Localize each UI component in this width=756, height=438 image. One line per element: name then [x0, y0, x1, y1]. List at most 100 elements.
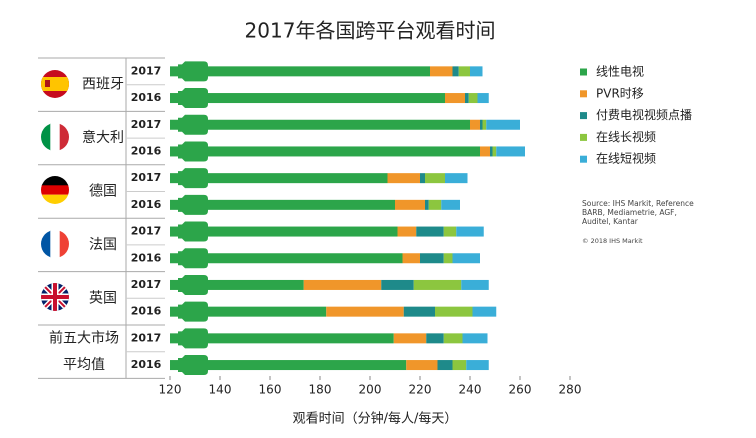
bar-segment: [443, 333, 463, 344]
bar-segment: [468, 93, 478, 104]
legend-swatch: [580, 133, 587, 141]
group-label: 德国: [89, 184, 117, 200]
legend-label: 线性电视: [596, 64, 644, 79]
bar-segment: [413, 279, 462, 290]
bar-segment: [462, 333, 488, 344]
x-axis-label: 观看时间（分钟/每人/每天）: [293, 411, 458, 427]
bar-segment: [170, 333, 394, 344]
x-tick-label: 220: [409, 383, 432, 397]
x-tick-label: 200: [359, 383, 382, 397]
bar-segment: [470, 119, 480, 130]
bar-segment: [435, 306, 473, 317]
group-label: 英国: [89, 289, 117, 306]
bar-segment: [480, 146, 490, 157]
bar-segment: [170, 279, 304, 290]
plug-decoration: [170, 88, 208, 109]
year-label: 2017: [131, 118, 162, 131]
bar-segment: [170, 360, 407, 371]
bar-segment: [490, 146, 493, 157]
legend-label: 在线短视频: [596, 151, 656, 166]
chart-title: 2017年各国跨平台观看时间: [245, 19, 496, 43]
x-tick-label: 140: [209, 383, 232, 397]
bar-segment: [420, 173, 425, 184]
bar-segment: [170, 119, 470, 130]
bar-segment: [458, 66, 470, 77]
plug-decoration: [170, 194, 208, 215]
plug-decoration: [170, 328, 208, 349]
group-label: 意大利: [82, 129, 124, 146]
bar-segment: [452, 66, 459, 77]
bar-segment: [393, 333, 427, 344]
year-label: 2016: [131, 305, 162, 318]
source-note: Auditel, Kantar: [582, 217, 639, 226]
bar-segment: [465, 93, 469, 104]
legend-swatch: [580, 112, 587, 120]
bar-segment: [425, 199, 429, 210]
x-tick-label: 160: [259, 383, 282, 397]
year-label: 2016: [131, 358, 162, 371]
bar-segment: [170, 66, 430, 77]
bar-segment: [496, 146, 525, 157]
bar-segment: [443, 226, 457, 237]
plug-decoration: [170, 61, 208, 82]
legend-swatch: [580, 68, 587, 76]
bar-segment: [477, 93, 489, 104]
year-label: 2016: [131, 251, 162, 264]
bar-segment: [420, 253, 444, 264]
bar-segment: [461, 279, 489, 290]
bar-segment: [437, 360, 453, 371]
year-label: 2016: [131, 91, 162, 104]
bar-segment: [416, 226, 444, 237]
bar-segment: [445, 173, 468, 184]
plug-decoration: [170, 221, 208, 242]
source-note: Source: IHS Markit, Reference: [582, 199, 694, 208]
bar-segment: [470, 66, 483, 77]
bar-segment: [387, 173, 420, 184]
plug-decoration: [170, 141, 208, 162]
bar-segment: [441, 199, 460, 210]
bar-segment: [403, 306, 435, 317]
x-tick-label: 280: [559, 383, 582, 397]
group-label: 平均值: [63, 357, 105, 373]
bar-segment: [406, 360, 438, 371]
bar-segment: [170, 226, 398, 237]
bar-segment: [428, 199, 442, 210]
bar-segment: [482, 119, 487, 130]
bar-segment: [170, 173, 388, 184]
bar-segment: [170, 146, 480, 157]
legend-label: 在线长视频: [596, 129, 656, 144]
year-label: 2017: [131, 64, 162, 77]
bar-segment: [425, 173, 445, 184]
year-label: 2016: [131, 198, 162, 211]
year-label: 2017: [131, 331, 162, 344]
x-tick-label: 120: [159, 383, 182, 397]
bar-segment: [466, 360, 489, 371]
bar-segment: [443, 253, 453, 264]
year-label: 2017: [131, 225, 162, 238]
bar-segment: [430, 66, 453, 77]
legend-label: 付费电视视频点播: [596, 107, 692, 122]
flags: [41, 70, 69, 311]
bar-segment: [326, 306, 404, 317]
legend-swatch: [580, 90, 587, 98]
bar-segment: [492, 146, 497, 157]
bar-segment: [170, 93, 445, 104]
bar-segment: [170, 306, 327, 317]
bar-segment: [170, 199, 395, 210]
plug-decoration: [170, 274, 208, 295]
bar-segment: [472, 306, 497, 317]
x-tick-label: 260: [509, 383, 532, 397]
bar-segment: [381, 279, 414, 290]
bar-segment: [445, 93, 465, 104]
group-label: 前五大市场: [49, 329, 119, 346]
legend-label: PVR时移: [596, 86, 644, 100]
bar-segment: [397, 226, 417, 237]
year-label: 2017: [131, 171, 162, 184]
plug-decoration: [170, 248, 208, 269]
bar-segment: [402, 253, 420, 264]
plug-decoration: [170, 301, 208, 322]
bar-segment: [452, 360, 467, 371]
plug-decoration: [170, 114, 208, 135]
bar-segment: [452, 253, 480, 264]
group-label: 法国: [89, 237, 117, 253]
